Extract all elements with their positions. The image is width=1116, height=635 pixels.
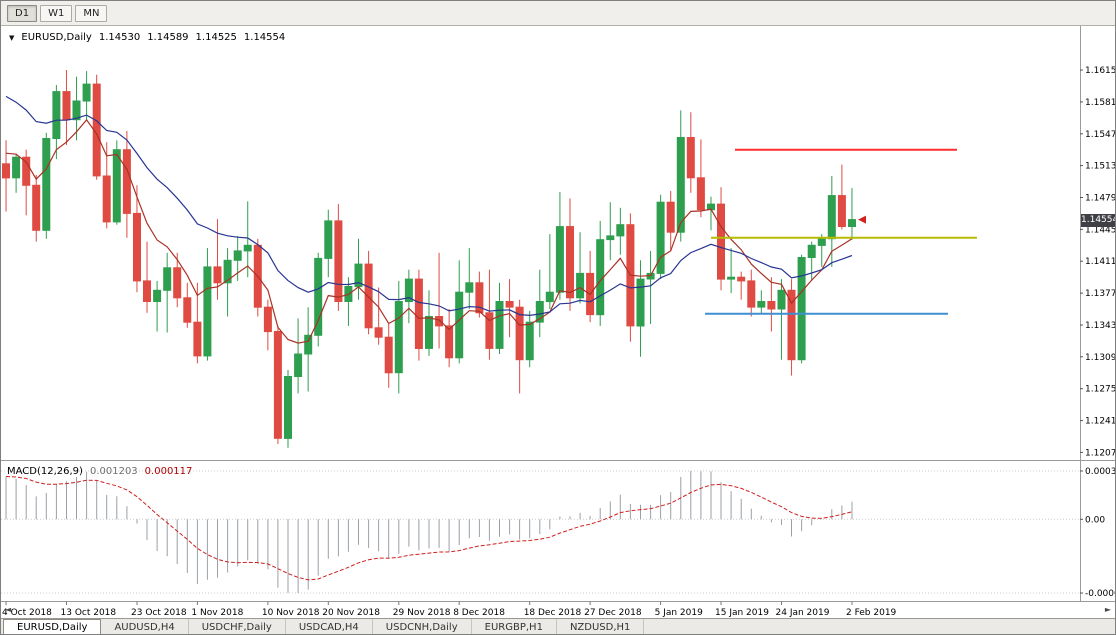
- price-axis-label: 1.13430: [1085, 321, 1115, 331]
- time-axis-label: 29 Nov 2018: [393, 608, 451, 618]
- price-axis-label: 1.13770: [1085, 289, 1115, 299]
- ohlc-high: 1.14589: [147, 32, 189, 43]
- time-axis-label: 24 Jan 2019: [776, 608, 830, 618]
- price-axis-label: 1.14110: [1085, 257, 1115, 267]
- ohlc-close: 1.14554: [243, 32, 286, 43]
- macd-axis[interactable]: 0.0003216 0.00 -0.0006485: [1080, 467, 1115, 599]
- timeframe-w1-button[interactable]: W1: [40, 4, 73, 22]
- price-axis-label: 1.16150: [1085, 66, 1115, 76]
- time-axis-label: 8 Dec 2018: [453, 608, 505, 618]
- time-axis-label: 23 Oct 2018: [131, 608, 187, 618]
- symbol-timeframe-label: EURUSD,Daily: [21, 32, 92, 43]
- time-axis-label: 4 Oct 2018: [2, 608, 52, 618]
- price-axis-label: 1.12070: [1085, 448, 1115, 458]
- time-axis-label: 10 Nov 2018: [262, 608, 320, 618]
- chart-tab-usdcnh-daily[interactable]: USDCNH,Daily: [373, 619, 472, 634]
- ma-slow-line[interactable]: [5, 95, 853, 317]
- time-axis-label: 2 Feb 2019: [846, 608, 897, 618]
- macd-main-value: 0.001203: [89, 466, 138, 477]
- chart-canvas[interactable]: 1.16150 1.15810 1.15470 1.15130 1.14790 1.144…: [1, 26, 1115, 620]
- price-axis-label: 1.12410: [1085, 417, 1115, 427]
- ohlc-open: 1.14530: [98, 32, 141, 43]
- ma-fast-line[interactable]: [5, 118, 853, 344]
- price-axis-label: 1.12750: [1085, 385, 1115, 395]
- scroll-right-button[interactable]: ►: [1104, 605, 1111, 614]
- time-axis-label: 5 Jan 2019: [655, 608, 703, 618]
- macd-histogram: [5, 471, 853, 593]
- chart-tab-eurgbp-h1[interactable]: EURGBP,H1: [472, 619, 557, 634]
- timeframe-toolbar: D1 W1 MN: [1, 1, 1115, 26]
- time-axis-label: 18 Dec 2018: [524, 608, 582, 618]
- chart-title: ▼ EURUSD,Daily 1.14530 1.14589 1.14525 1…: [9, 32, 285, 43]
- scroll-left-button[interactable]: ◄: [5, 605, 12, 614]
- chart-tab-audusd-h4[interactable]: AUDUSD,H4: [101, 619, 189, 634]
- macd-signal-value: 0.000117: [144, 466, 193, 477]
- price-axis-label: 1.14790: [1085, 194, 1115, 204]
- price-arrow-marker: [858, 215, 866, 224]
- candles: [2, 70, 856, 448]
- time-axis-label: 13 Oct 2018: [61, 608, 117, 618]
- time-axis-label: 20 Nov 2018: [322, 608, 380, 618]
- chart-tab-usdchf-daily[interactable]: USDCHF,Daily: [189, 619, 286, 634]
- price-axis-label: 1.15130: [1085, 162, 1115, 172]
- timeframe-d1-button[interactable]: D1: [7, 4, 38, 22]
- ohlc-low: 1.14525: [195, 32, 237, 43]
- chart-tab-bar: EURUSD,Daily AUDUSD,H4 USDCHF,Daily USDCAD,…: [1, 618, 1115, 634]
- chart-dropdown-icon[interactable]: ▼: [9, 33, 15, 42]
- chart-tab-nzdusd-h1[interactable]: NZDUSD,H1: [557, 619, 645, 634]
- macd-axis-label: 0.0003216: [1085, 467, 1115, 477]
- macd-signal-line: [5, 476, 853, 581]
- time-axis-label: 15 Jan 2019: [715, 608, 769, 618]
- time-axis-label: 1 Nov 2018: [191, 608, 243, 618]
- price-axis-label: 1.13090: [1085, 353, 1115, 363]
- time-axis-label: 27 Dec 2018: [584, 608, 642, 618]
- timeframe-mn-button[interactable]: MN: [75, 4, 108, 22]
- chart-tab-usdcad-h4[interactable]: USDCAD,H4: [286, 619, 373, 634]
- time-axis[interactable]: 4 Oct 2018 13 Oct 2018 23 Oct 2018 1 Nov 20…: [2, 601, 897, 619]
- current-price-badge: 1.14554: [1081, 213, 1116, 227]
- macd-axis-label: -0.0006485: [1085, 589, 1115, 599]
- price-axis[interactable]: 1.16150 1.15810 1.15470 1.15130 1.14790 1.144…: [1080, 66, 1115, 458]
- price-axis-label: 1.14450: [1085, 225, 1115, 235]
- price-axis-label: 1.15470: [1085, 130, 1115, 140]
- macd-indicator-label: MACD(12,26,9) 0.001203 0.000117: [7, 466, 192, 477]
- chart-tab-eurusd-daily[interactable]: EURUSD,Daily: [3, 619, 102, 634]
- macd-axis-label: 0.00: [1085, 515, 1105, 525]
- price-axis-label: 1.15810: [1085, 98, 1115, 108]
- macd-name: MACD(12,26,9): [7, 466, 83, 477]
